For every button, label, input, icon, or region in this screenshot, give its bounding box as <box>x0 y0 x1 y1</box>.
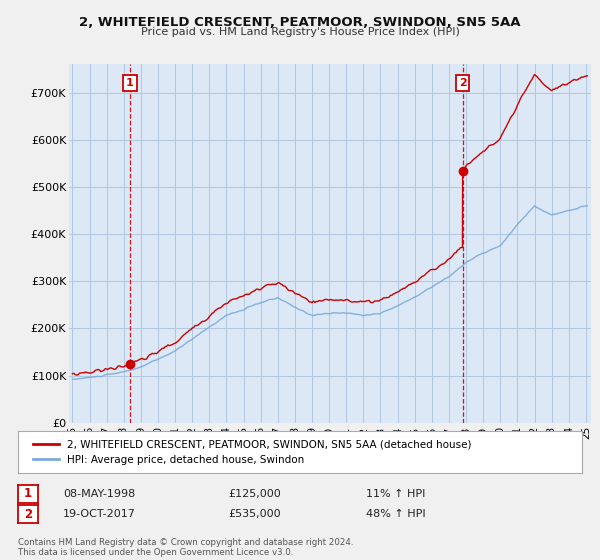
Text: 48% ↑ HPI: 48% ↑ HPI <box>366 509 425 519</box>
Text: 2, WHITEFIELD CRESCENT, PEATMOOR, SWINDON, SN5 5AA: 2, WHITEFIELD CRESCENT, PEATMOOR, SWINDO… <box>79 16 521 29</box>
Text: 08-MAY-1998: 08-MAY-1998 <box>63 489 135 499</box>
Text: £535,000: £535,000 <box>228 509 281 519</box>
Text: £125,000: £125,000 <box>228 489 281 499</box>
Text: Price paid vs. HM Land Registry's House Price Index (HPI): Price paid vs. HM Land Registry's House … <box>140 27 460 37</box>
Text: 1: 1 <box>24 487 32 501</box>
Text: 1: 1 <box>126 78 134 88</box>
Legend: 2, WHITEFIELD CRESCENT, PEATMOOR, SWINDON, SN5 5AA (detached house), HPI: Averag: 2, WHITEFIELD CRESCENT, PEATMOOR, SWINDO… <box>29 436 476 469</box>
Text: 11% ↑ HPI: 11% ↑ HPI <box>366 489 425 499</box>
Text: 2: 2 <box>459 78 467 88</box>
Text: 19-OCT-2017: 19-OCT-2017 <box>63 509 136 519</box>
Text: Contains HM Land Registry data © Crown copyright and database right 2024.
This d: Contains HM Land Registry data © Crown c… <box>18 538 353 557</box>
Text: 2: 2 <box>24 507 32 521</box>
